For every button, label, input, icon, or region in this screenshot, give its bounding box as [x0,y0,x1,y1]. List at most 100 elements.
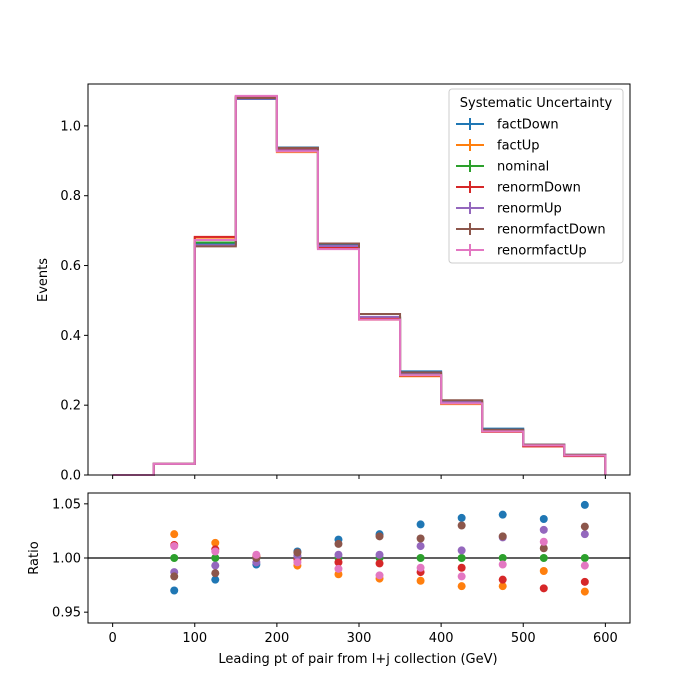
events-y-tick-label: 0.8 [60,189,81,204]
legend-label: factUp [497,139,540,154]
ratio-point-renormup [211,561,220,570]
ratio-point-nominal [498,554,507,562]
ratio-point-renormdown [334,558,343,567]
ratio-point-factdown [211,575,220,584]
legend: Systematic Uncertainty factDown factUp nom… [448,88,624,264]
ratio-point-nominal [457,554,466,562]
ratio-point-renormfactup [375,571,384,580]
ratio-point-factup [211,538,220,547]
events-y-ticks: 0.0 0.2 0.4 0.6 0.8 1.0 [60,119,88,484]
x-tick-label: 400 [429,631,454,646]
ratio-point-renormup [375,550,384,559]
events-x-ticks [112,475,606,479]
ratio-point-factdown [457,513,466,522]
ratio-point-renormup [539,525,548,534]
ratio-point-nominal [539,554,548,562]
legend-entry-factup: factUp [456,139,540,154]
ratio-point-renormup [457,546,466,555]
ratio-point-renormfactup [252,550,261,559]
legend-label: renormDown [497,181,581,196]
ratio-point-nominal [416,554,425,562]
ratio-point-renormfactdown [211,569,220,578]
x-tick-label: 100 [182,631,207,646]
legend-entry-renormup: renormUp [456,202,562,217]
ratio-point-renormdown [457,563,466,572]
legend-entry-factdown: factDown [456,118,559,133]
ratio-points [170,500,589,596]
ratio-point-renormfactdown [170,572,179,581]
ratio-point-renormup [416,542,425,551]
ratio-point-renormfactup [457,572,466,581]
legend-box [448,88,624,264]
ratio-point-renormfactdown [539,544,548,553]
legend-label: renormUp [497,202,562,217]
events-y-tick-label: 1.0 [60,119,81,134]
ratio-point-factup [416,576,425,585]
events-y-axis-label: Events [36,258,51,302]
ratio-point-nominal [580,554,589,562]
legend-entry-renormfactup: renormfactUp [456,244,587,259]
ratio-y-tick-label: 1.05 [52,497,81,512]
ratio-point-factdown [539,515,548,523]
ratio-point-nominal [170,554,179,562]
ratio-point-renormfactdown [293,548,302,557]
ratio-point-renormfactup [539,537,548,546]
x-tick-label: 600 [593,631,618,646]
ratio-point-renormdown [375,559,384,568]
ratio-point-renormfactup [334,564,343,573]
ratio-point-renormfactdown [457,521,466,530]
ratio-point-renormfactup [580,561,589,570]
ratio-point-renormup [580,530,589,539]
ratio-point-renormfactup [498,560,507,569]
x-axis-label: Leading pt of pair from l+j collection (… [218,652,497,667]
events-y-tick-label: 0.6 [60,259,81,274]
ratio-point-factup [457,582,466,591]
ratio-point-renormfactdown [498,532,507,541]
ratio-point-factdown [580,500,589,509]
ratio-point-renormfactup [211,547,220,556]
ratio-point-renormfactup [293,558,302,567]
ratio-y-tick-label: 0.95 [52,606,81,621]
ratio-y-axis-label: Ratio [27,541,42,574]
legend-title: Systematic Uncertainty [460,96,613,111]
ratio-point-renormfactup [416,563,425,572]
ratio-point-renormfactdown [416,534,425,543]
ratio-panel: 0.95 1.00 1.05 0 100 200 300 400 500 600 Ratio L… [27,492,631,667]
x-tick-label: 200 [264,631,289,646]
ratio-point-renormfactdown [580,522,589,531]
ratio-point-factup [580,587,589,596]
ratio-point-renormfactdown [375,532,384,541]
ratio-point-renormfactup [170,542,179,551]
legend-label: nominal [497,160,549,175]
events-y-tick-label: 0.4 [60,329,81,344]
ratio-point-renormup [334,550,343,559]
events-y-tick-label: 0.0 [60,469,81,484]
legend-label: renormfactUp [497,244,587,259]
ratio-point-factup [170,530,179,539]
ratio-point-factdown [416,520,425,529]
x-tick-label: 300 [347,631,372,646]
ratio-point-renormdown [498,575,507,584]
ratio-point-factdown [170,586,179,595]
x-tick-label: 500 [511,631,536,646]
ratio-x-ticks: 0 100 200 300 400 500 600 [108,623,618,646]
ratio-point-nominal [211,554,220,562]
events-histograms [112,94,607,476]
hist-renormfactup [112,94,607,476]
legend-entry-nominal: nominal [456,160,549,175]
legend-entry-renormfactdown: renormfactDown [456,223,606,238]
legend-entries: factDown factUp nominal renormDown renormUp r… [456,118,606,259]
legend-label: renormfactDown [497,223,606,238]
ratio-point-factup [539,567,548,575]
ratio-point-renormdown [580,577,589,586]
ratio-point-renormfactdown [334,539,343,548]
ratio-point-renormdown [539,584,548,593]
ratio-y-tick-label: 1.00 [52,552,81,567]
ratio-point-factup [498,582,507,591]
legend-entry-renormdown: renormDown [456,181,581,196]
legend-label: factDown [497,118,559,133]
events-y-tick-label: 0.2 [60,399,81,414]
ratio-point-factdown [498,510,507,519]
ratio-y-ticks: 0.95 1.00 1.05 [52,497,88,621]
